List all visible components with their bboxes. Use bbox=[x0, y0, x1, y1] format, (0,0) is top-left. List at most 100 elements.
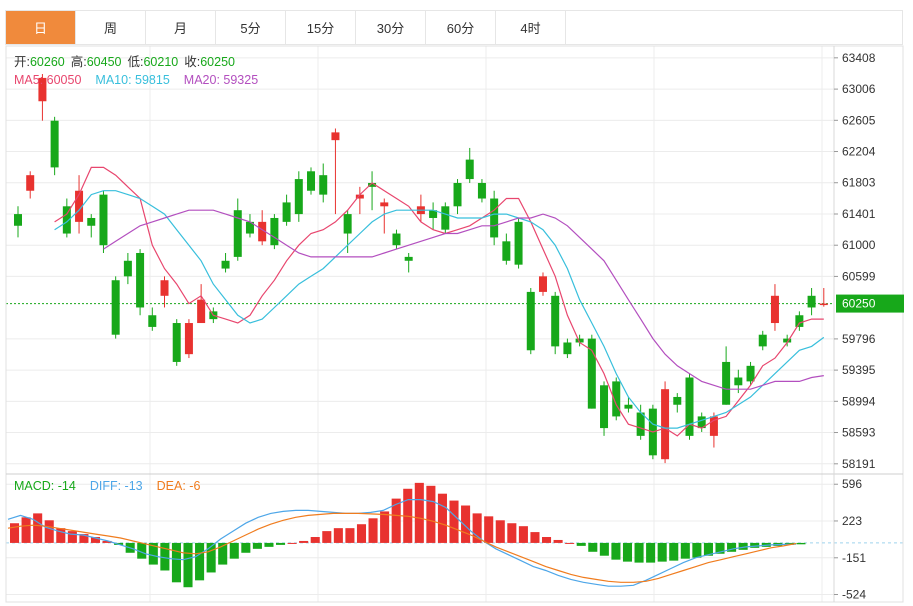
macd-bar bbox=[90, 537, 101, 543]
price-tick-label: 59796 bbox=[842, 332, 876, 346]
price-tick-label: 62605 bbox=[842, 113, 876, 127]
tab-week[interactable]: 周 bbox=[76, 11, 146, 44]
period-tabs: 日 周 月 5分 15分 30分 60分 4时 bbox=[5, 10, 903, 45]
macd-bar bbox=[611, 542, 621, 560]
candle-body bbox=[612, 381, 621, 417]
high-label: 高: bbox=[71, 54, 87, 69]
ma20-line bbox=[103, 209, 824, 390]
macd-bar bbox=[299, 540, 309, 543]
outer-border bbox=[5, 45, 904, 603]
tab-30min[interactable]: 30分 bbox=[356, 11, 426, 44]
grid-lines bbox=[6, 46, 903, 602]
macd-bar bbox=[414, 482, 424, 543]
candle-body bbox=[258, 221, 267, 242]
candle-body bbox=[624, 404, 633, 409]
candle-body bbox=[75, 190, 84, 222]
tab-15min[interactable]: 15分 bbox=[286, 11, 356, 44]
price-tick-label: 58191 bbox=[842, 457, 876, 471]
macd-bar bbox=[264, 542, 274, 547]
tab-month[interactable]: 月 bbox=[146, 11, 216, 44]
macd-bar bbox=[530, 532, 540, 543]
candle-body bbox=[172, 323, 181, 362]
macd-bar bbox=[449, 500, 459, 543]
candle-body bbox=[734, 377, 743, 386]
macd-tick-label: -524 bbox=[842, 588, 866, 602]
candle-body bbox=[429, 210, 438, 218]
ma10-line bbox=[54, 190, 825, 429]
ohlc-readout: 开:60260 高:60450 低:60210 收:60250 bbox=[14, 54, 235, 69]
tab-5min[interactable]: 5分 bbox=[216, 11, 286, 44]
candle-body bbox=[355, 194, 364, 199]
candle-body bbox=[26, 175, 35, 191]
macd-bar bbox=[576, 542, 586, 546]
candle-body bbox=[197, 299, 206, 324]
close-label: 收: bbox=[184, 55, 200, 69]
diff-line bbox=[7, 499, 797, 587]
macd-bar bbox=[345, 528, 355, 543]
macd-lines bbox=[7, 499, 797, 587]
price-tick-label: 62204 bbox=[842, 145, 876, 159]
candle-body bbox=[758, 334, 767, 347]
macd-bar bbox=[692, 542, 702, 558]
macd-tick-label: -151 bbox=[842, 551, 866, 565]
macd-bar bbox=[646, 542, 656, 563]
candle-body bbox=[819, 303, 828, 306]
macd-bar bbox=[542, 537, 552, 543]
tab-day[interactable]: 日 bbox=[6, 11, 76, 44]
high-value: 60450 bbox=[87, 55, 122, 69]
candle-body bbox=[441, 206, 450, 230]
candle-body bbox=[575, 338, 584, 343]
macd-value: -14 bbox=[58, 479, 76, 493]
moving-average-lines bbox=[54, 166, 825, 437]
candle-body bbox=[331, 132, 340, 141]
macd-bar bbox=[206, 542, 216, 573]
price-tick-label: 58994 bbox=[842, 394, 876, 408]
macd-bar bbox=[56, 528, 66, 543]
candle-body bbox=[600, 385, 609, 429]
candle-body bbox=[807, 295, 816, 308]
macd-bar bbox=[680, 542, 690, 559]
candle-body bbox=[795, 315, 804, 327]
macd-bar bbox=[33, 513, 43, 543]
candle-body bbox=[368, 182, 377, 187]
current-price-label: 60250 bbox=[842, 297, 876, 311]
candle-body bbox=[233, 210, 242, 257]
macd-bar bbox=[322, 531, 332, 543]
macd-bar bbox=[472, 513, 482, 543]
macd-bar bbox=[426, 485, 436, 543]
candle-body bbox=[551, 295, 560, 347]
macd-bar bbox=[484, 516, 494, 543]
dea-line bbox=[7, 512, 797, 583]
close-value: 60250 bbox=[200, 55, 235, 69]
current-price-tag bbox=[836, 294, 904, 313]
ma10-value: 59815 bbox=[135, 73, 170, 87]
macd-bar bbox=[796, 542, 806, 545]
candle-body bbox=[514, 221, 523, 265]
macd-bar bbox=[252, 542, 262, 549]
ma5-label: MA5: bbox=[14, 73, 47, 87]
chart-frame bbox=[5, 45, 904, 603]
candle-body bbox=[746, 365, 755, 382]
low-label: 低: bbox=[128, 55, 144, 69]
candle-body bbox=[563, 342, 572, 355]
ma5-line bbox=[54, 166, 824, 437]
tab-60min[interactable]: 60分 bbox=[426, 11, 496, 44]
tab-4hour[interactable]: 4时 bbox=[496, 11, 566, 44]
macd-bar bbox=[183, 542, 193, 588]
price-tick-label: 58593 bbox=[842, 426, 876, 440]
price-tick-label: 63006 bbox=[842, 82, 876, 96]
macd-bar bbox=[461, 505, 471, 543]
macd-bar bbox=[79, 534, 89, 543]
price-tick-label: 61000 bbox=[842, 238, 876, 252]
open-value: 60260 bbox=[30, 55, 65, 69]
candle-body bbox=[87, 217, 96, 226]
ma20-label: MA20: bbox=[184, 73, 224, 87]
candle-body bbox=[404, 256, 413, 261]
macd-bar bbox=[44, 520, 54, 543]
macd-bar bbox=[310, 537, 320, 543]
macd-bar bbox=[750, 542, 760, 548]
macd-bar bbox=[565, 542, 575, 544]
